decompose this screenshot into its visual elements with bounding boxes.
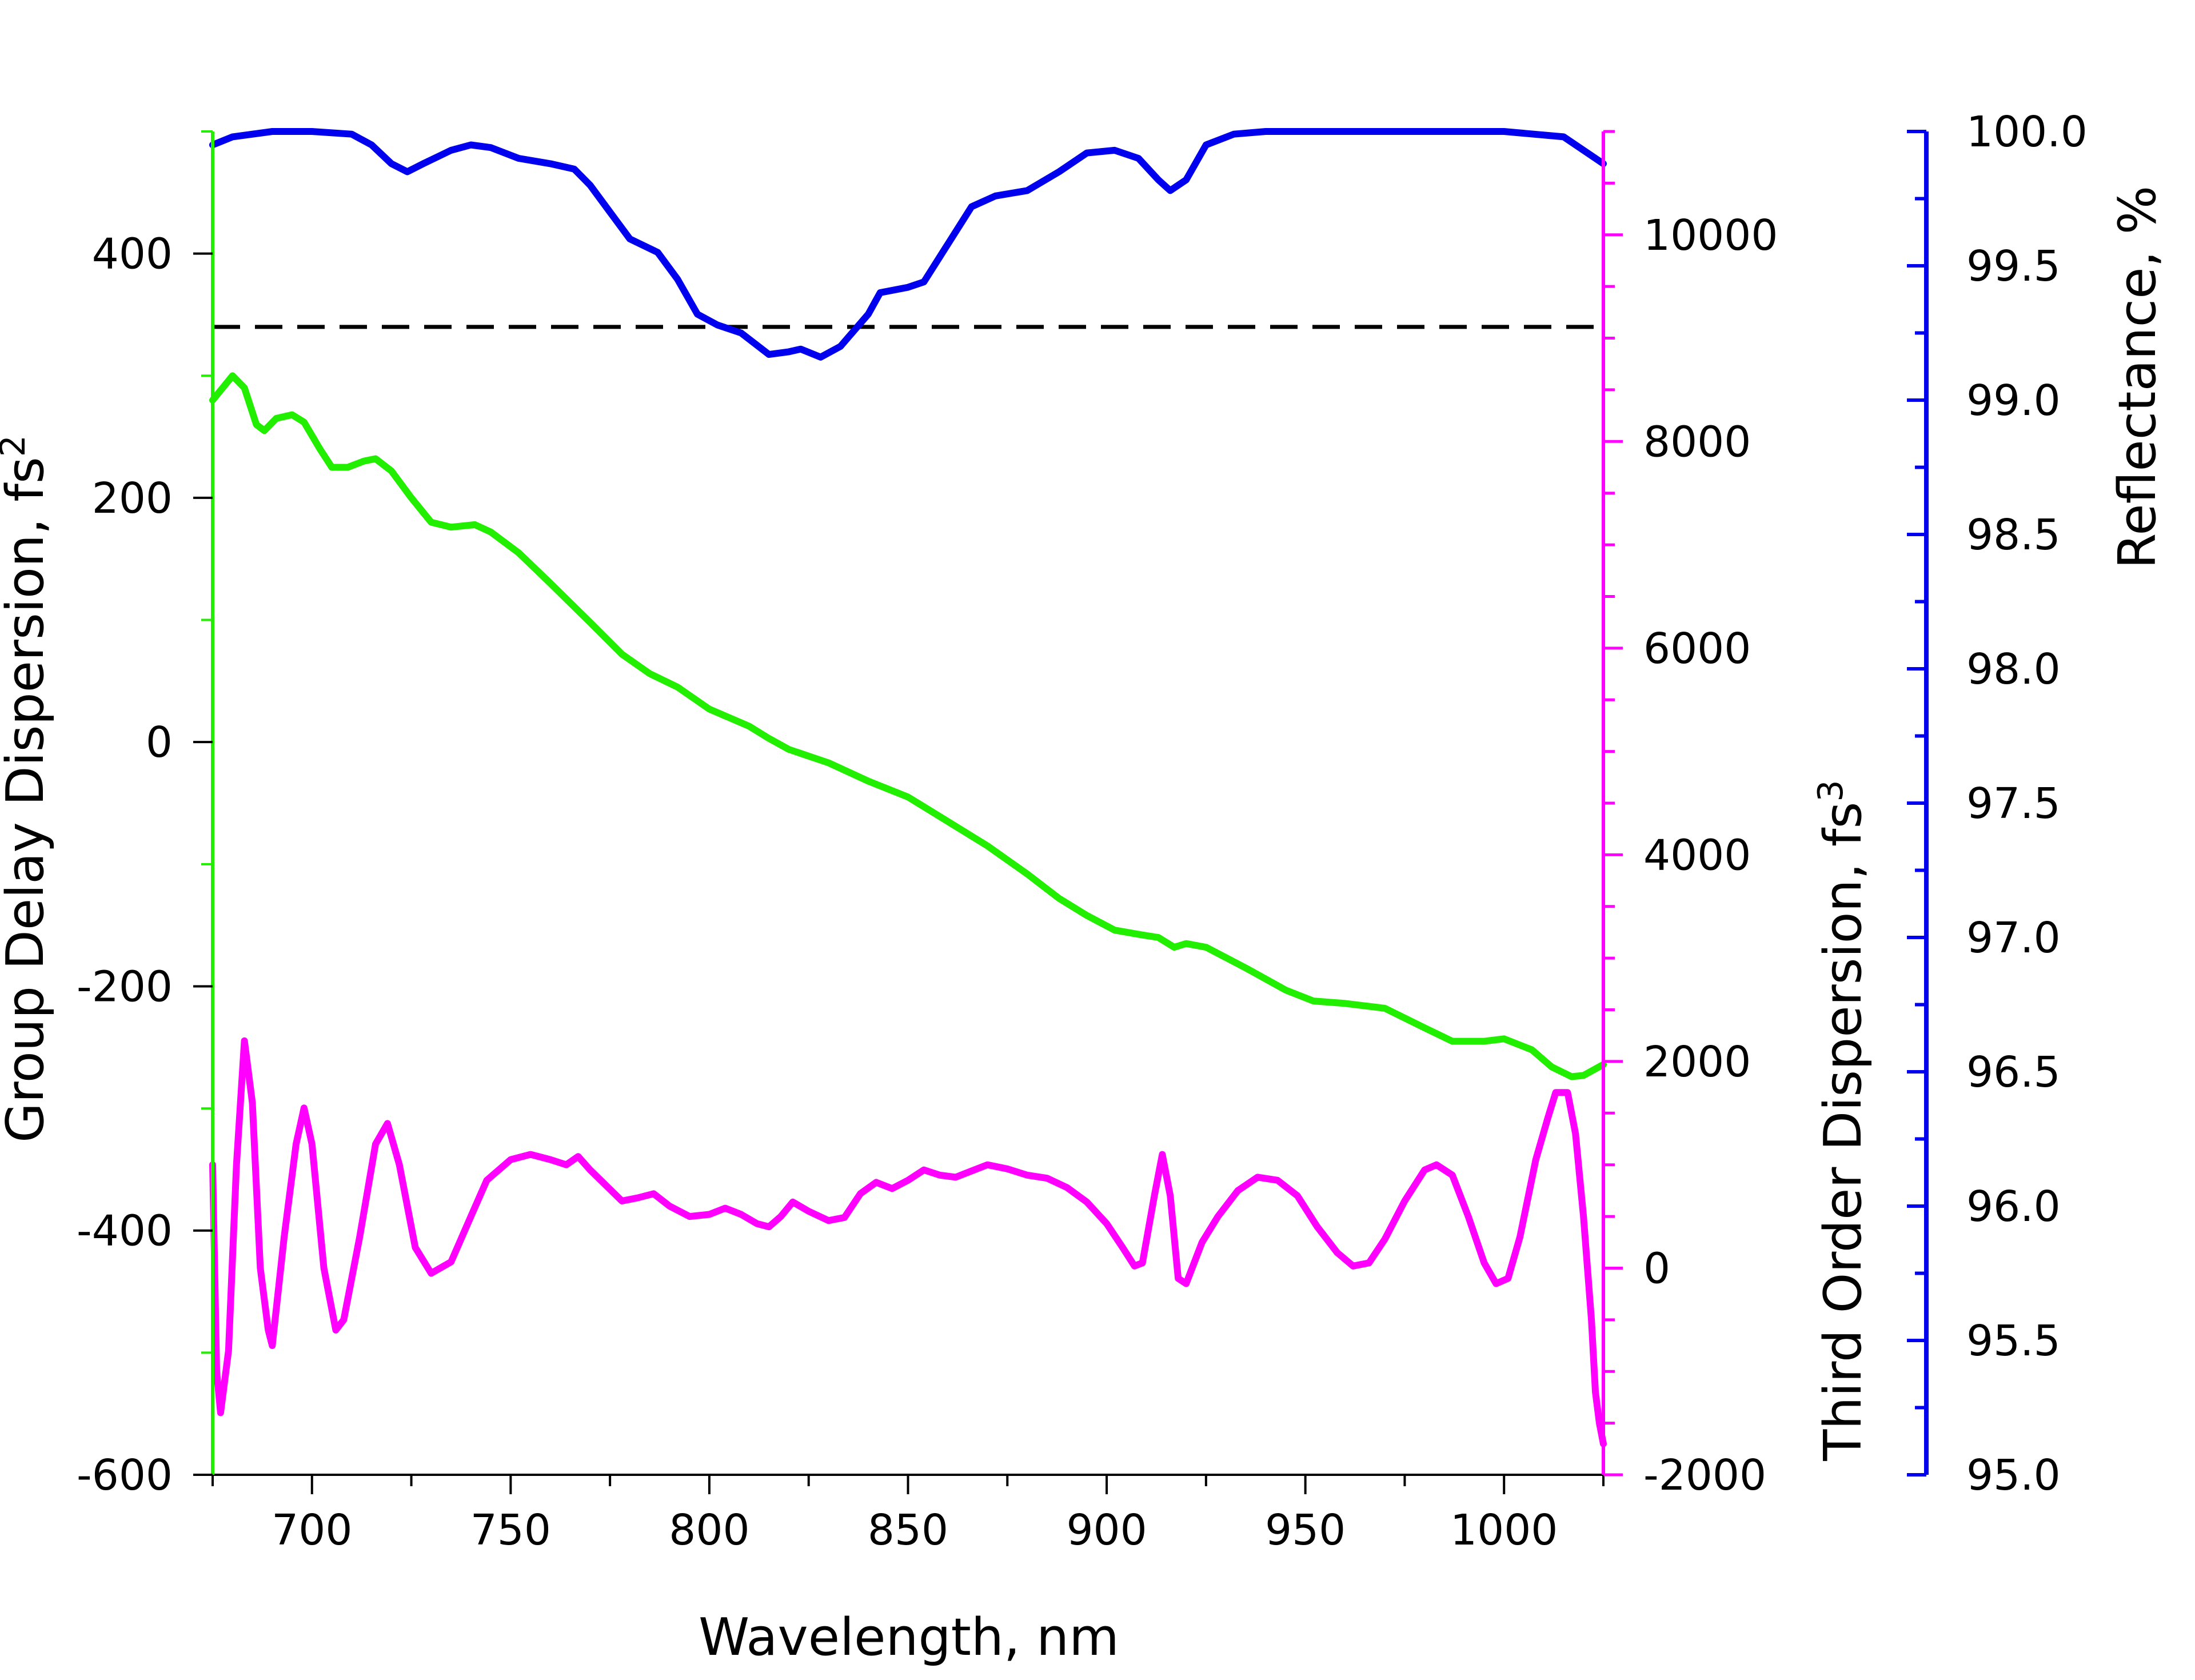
reflectance-axis: 95.0 95.5 96.0 96.5 97.0 97.5 98.0 98.5 99.0 99.5…: [1907, 107, 2088, 1500]
gdd-axis-title-superscript: 2: [0, 435, 33, 457]
tod-axis-title: Third Order Dispersion, fs3: [1811, 780, 1873, 1461]
gdd-series-line: [209, 372, 1607, 1080]
tod-tick-label: 6000: [1643, 624, 1751, 673]
reflectance-tick-label: 95.5: [1966, 1316, 2061, 1366]
reflectance-axis-title: Reflectance, %: [2108, 186, 2168, 569]
tod-tick-label: -2000: [1643, 1451, 1766, 1500]
reflectance-tick-label: 96.5: [1966, 1048, 2061, 1097]
reflectance-tick-label: 98.0: [1966, 645, 2061, 694]
reflectance-tick-label: 96.0: [1966, 1182, 2061, 1231]
reflectance-tick-label: 100.0: [1966, 107, 2088, 157]
gdd-tick-label: -600: [77, 1451, 173, 1500]
tod-axis-title-text: Third Order Dispersion, fs: [1813, 802, 1873, 1462]
x-tick-label: 1000: [1450, 1506, 1558, 1555]
x-axis-title: Wavelength, nm: [699, 1607, 1119, 1667]
tod-tick-label: 8000: [1643, 417, 1751, 466]
tod-axis: -2000 0 2000 4000 6000 8000 10000: [1602, 130, 1778, 1500]
reflectance-tick-label: 99.5: [1966, 242, 2061, 291]
x-tick-label: 900: [1066, 1506, 1147, 1555]
refl-series-line: [209, 128, 1607, 361]
tod-axis-title-superscript: 3: [1811, 780, 1851, 801]
x-tick-label: 750: [470, 1506, 551, 1555]
gdd-tick-label: 0: [146, 718, 173, 767]
gdd-axis-title: Group Delay Dispersion, fs2: [0, 435, 55, 1143]
x-tick-label: 800: [669, 1506, 749, 1555]
x-tick-label: 950: [1265, 1506, 1346, 1555]
x-tick-label: 850: [868, 1506, 948, 1555]
gdd-tick-label: 200: [92, 474, 173, 523]
gdd-axis-title-text: Group Delay Dispersion, fs: [0, 457, 55, 1143]
x-axis: 700 750 800 850 900 950 1000: [211, 1474, 1605, 1555]
reflectance-tick-label: 95.0: [1966, 1451, 2061, 1500]
gdd-tick-label: -400: [77, 1207, 173, 1256]
x-tick-label: 700: [272, 1506, 352, 1555]
reflectance-tick-label: 97.5: [1966, 779, 2061, 828]
axes-layer: 700 750 800 850 900 950 1000 -600-400-20002004…: [77, 107, 2088, 1555]
tod-tick-label: 2000: [1643, 1037, 1751, 1087]
tod-tick-label: 10000: [1643, 211, 1778, 260]
gdd-tick-label: 400: [92, 230, 173, 279]
tod-tick-label: 0: [1643, 1244, 1670, 1293]
tod-series-line: [209, 1037, 1607, 1447]
reflectance-tick-label: 97.0: [1966, 913, 2061, 963]
plot-lines: [209, 128, 1607, 1447]
reflectance-tick-label: 99.0: [1966, 376, 2061, 425]
reflectance-tick-label: 98.5: [1966, 510, 2061, 560]
tod-tick-label: 4000: [1643, 831, 1751, 880]
gdd-tick-label: -200: [77, 962, 173, 1011]
gdd-axis: -600 -400 -200 0 200 400: [77, 130, 214, 1500]
